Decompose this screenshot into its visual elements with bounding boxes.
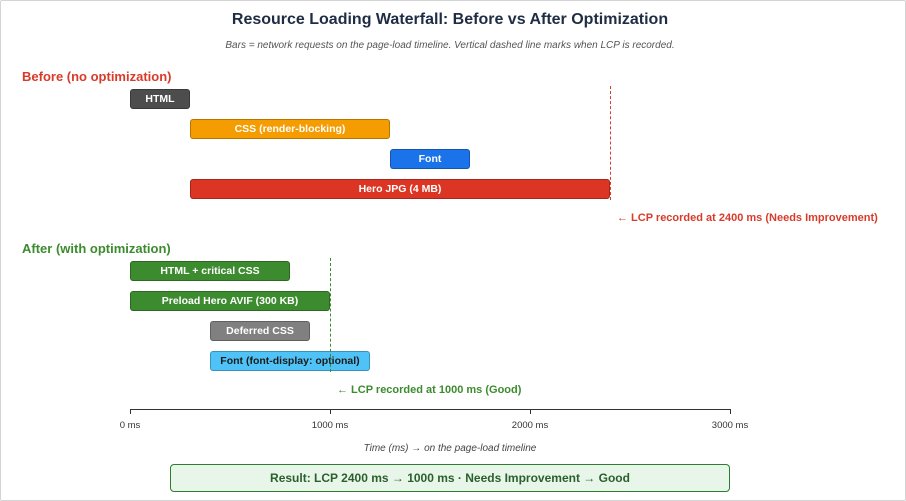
axis-tick-label: 1000 ms xyxy=(311,420,349,431)
request-bar: HTML + critical CSS xyxy=(130,261,290,281)
lcp-marker-line xyxy=(610,86,611,200)
axis-tick-label: 0 ms xyxy=(119,420,141,431)
section-label: Before (no optimization) xyxy=(22,69,172,84)
time-axis-title: Time (ms) → on the page-load timeline xyxy=(363,443,537,454)
request-bar: HTML xyxy=(130,89,190,109)
lcp-note: ← LCP recorded at 2400 ms (Needs Improve… xyxy=(617,212,878,224)
axis-tick xyxy=(130,409,131,414)
lcp-note: ← LCP recorded at 1000 ms (Good) xyxy=(337,384,522,396)
section-label: After (with optimization) xyxy=(22,241,171,256)
result-banner: Result: LCP 2400 ms → 1000 ms · Needs Im… xyxy=(170,464,730,492)
time-axis-line xyxy=(130,409,730,410)
axis-tick xyxy=(530,409,531,414)
request-bar: Preload Hero AVIF (300 KB) xyxy=(130,291,330,311)
lcp-marker-line xyxy=(330,258,331,372)
axis-tick-label: 3000 ms xyxy=(711,420,749,431)
request-bar: Font (font-display: optional) xyxy=(210,351,370,371)
axis-tick xyxy=(330,409,331,414)
request-bar: CSS (render-blocking) xyxy=(190,119,390,139)
request-bar: Hero JPG (4 MB) xyxy=(190,179,610,199)
request-bar: Deferred CSS xyxy=(210,321,310,341)
request-bar: Font xyxy=(390,149,470,169)
diagram-title: Resource Loading Waterfall: Before vs Af… xyxy=(231,11,669,28)
diagram-subtitle: Bars = network requests on the page-load… xyxy=(225,40,675,51)
axis-tick xyxy=(730,409,731,414)
axis-tick-label: 2000 ms xyxy=(511,420,549,431)
